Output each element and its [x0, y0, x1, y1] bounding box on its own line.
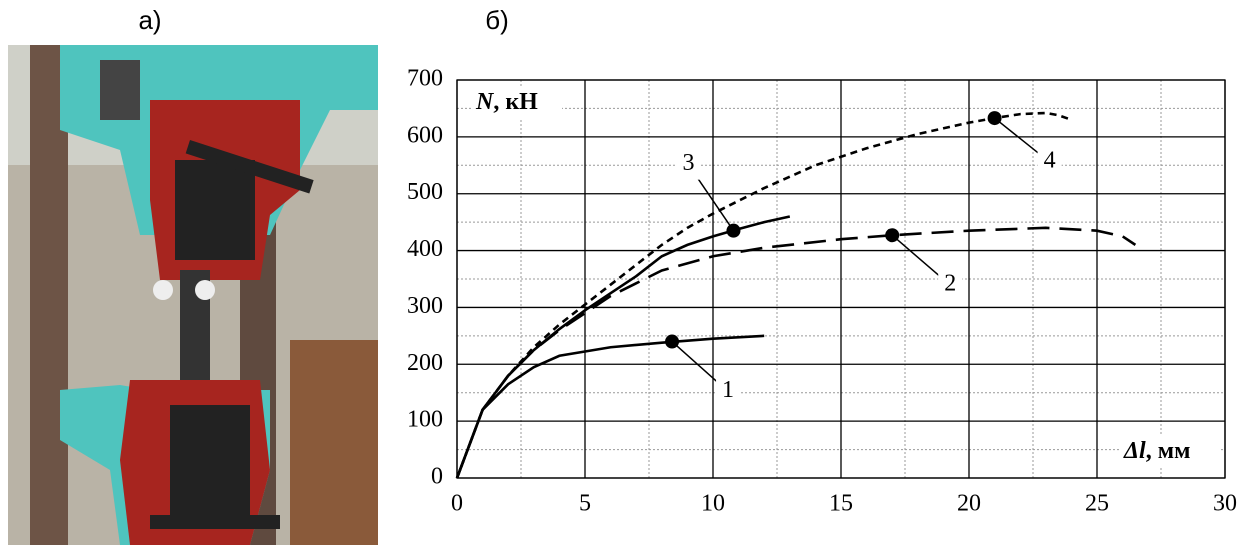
- y-tick-label: 600: [407, 122, 443, 148]
- panel-label: а): [138, 5, 161, 35]
- series-line: [455, 226, 1137, 479]
- point-marker: [665, 334, 680, 349]
- series-line: [455, 111, 1072, 479]
- x-tick-label: 15: [829, 491, 853, 517]
- axis-label-unit: , мм: [1146, 438, 1191, 464]
- x-tick-label: 25: [1085, 491, 1109, 517]
- point-marker: [987, 111, 1002, 126]
- axis-label-symbol: N: [475, 89, 495, 115]
- callout-bg: [716, 376, 741, 407]
- axis-label-unit: , кН: [493, 89, 538, 115]
- axis-label: Δl, мм: [1123, 438, 1190, 464]
- y-tick-label: 300: [407, 293, 443, 319]
- callout-bg: [676, 149, 701, 180]
- point-marker: [885, 228, 900, 243]
- callout-label: 1: [722, 377, 734, 403]
- y-tick-label: 0: [431, 464, 443, 490]
- callout-label: 2: [944, 271, 956, 297]
- y-tick-label: 500: [407, 179, 443, 205]
- axis-label: N, кН: [475, 89, 538, 115]
- x-tick-label: 20: [957, 491, 981, 517]
- y-tick-label: 700: [407, 66, 443, 92]
- callout-bg: [1037, 147, 1062, 178]
- y-tick-label: 100: [407, 407, 443, 433]
- callout-bg: [938, 270, 963, 301]
- photo: [8, 45, 378, 545]
- x-tick-label: 5: [579, 491, 591, 517]
- callout-label: 3: [682, 150, 694, 176]
- point-marker: [726, 223, 741, 238]
- x-tick-label: 0: [451, 491, 463, 517]
- callout-label: 4: [1044, 148, 1056, 174]
- y-tick-label: 400: [407, 236, 443, 262]
- axis-label-bg: [1120, 436, 1220, 468]
- axis-label-symbol: Δl: [1123, 438, 1146, 464]
- panel-label: б): [485, 5, 509, 35]
- axes-frame: [456, 79, 1226, 479]
- axis-label-bg: [472, 87, 562, 119]
- y-tick-label: 200: [407, 350, 443, 376]
- x-tick-label: 10: [701, 491, 725, 517]
- x-tick-label: 30: [1213, 491, 1237, 517]
- series-line: [455, 334, 765, 479]
